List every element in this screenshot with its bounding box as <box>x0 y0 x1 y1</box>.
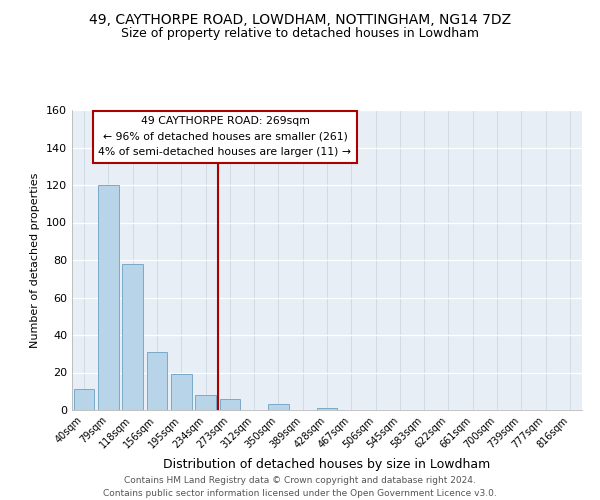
Bar <box>268 404 289 410</box>
Bar <box>146 352 167 410</box>
Bar <box>195 395 216 410</box>
Bar <box>317 408 337 410</box>
Bar <box>74 390 94 410</box>
Text: 49 CAYTHORPE ROAD: 269sqm
← 96% of detached houses are smaller (261)
4% of semi-: 49 CAYTHORPE ROAD: 269sqm ← 96% of detac… <box>98 116 352 157</box>
X-axis label: Distribution of detached houses by size in Lowdham: Distribution of detached houses by size … <box>163 458 491 471</box>
Bar <box>171 374 191 410</box>
Y-axis label: Number of detached properties: Number of detached properties <box>31 172 40 348</box>
Text: Contains HM Land Registry data © Crown copyright and database right 2024.
Contai: Contains HM Land Registry data © Crown c… <box>103 476 497 498</box>
Bar <box>122 264 143 410</box>
Bar <box>98 185 119 410</box>
Text: Size of property relative to detached houses in Lowdham: Size of property relative to detached ho… <box>121 28 479 40</box>
Text: 49, CAYTHORPE ROAD, LOWDHAM, NOTTINGHAM, NG14 7DZ: 49, CAYTHORPE ROAD, LOWDHAM, NOTTINGHAM,… <box>89 12 511 26</box>
Bar <box>220 399 240 410</box>
